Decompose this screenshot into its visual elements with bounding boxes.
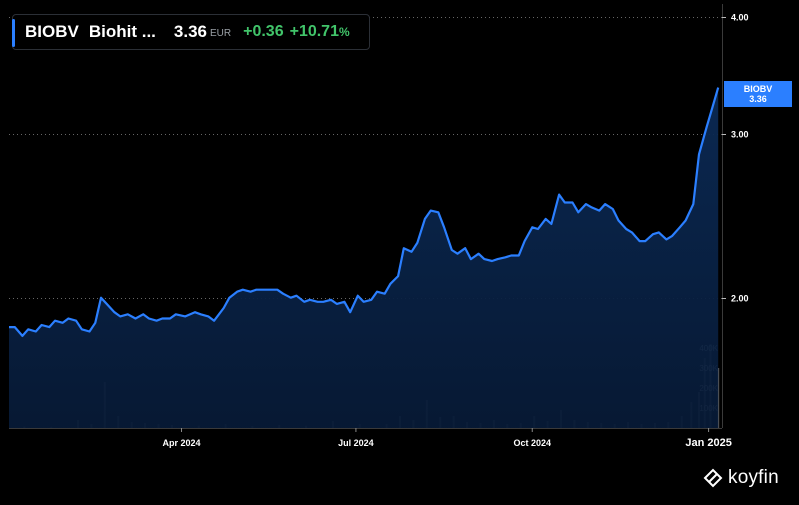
price-tag-value: 3.36 [749,94,767,104]
price-change-percent: +10.71% [290,23,350,41]
price-change-percent-value: +10.71 [289,23,339,40]
x-tick-label: Oct 2024 [513,438,551,448]
y-tick-label: 3.00 [731,130,749,140]
company-name: Biohit ... [88,22,156,41]
y-tick-label: 2.00 [731,294,749,304]
x-tick-label: Apr 2024 [162,438,200,448]
price-area [9,87,719,428]
y-tick-label: 4.00 [731,13,749,23]
ticker-symbol: BIOBV [25,22,79,41]
currency-label: EUR [209,28,232,39]
ticker-accent-bar [12,19,15,47]
ticker-header: BIOBV Biohit ... 3.36 EUR +0.36 +10.71% [12,14,370,50]
x-tick-label: Jul 2024 [338,438,374,448]
price-change: +0.36 [243,23,284,40]
last-price: 3.36 [173,22,207,41]
percent-sign: % [338,25,350,39]
price-tag-symbol: BIOBV [743,84,773,94]
x-tick-label: Jan 2025 [685,437,731,449]
price-line [9,87,720,337]
last-price-tag: BIOBV 3.36 [724,81,792,107]
koyfin-logo: koyfin [702,467,779,489]
koyfin-logo-icon [703,468,723,488]
koyfin-logo-text: koyfin [728,467,779,488]
